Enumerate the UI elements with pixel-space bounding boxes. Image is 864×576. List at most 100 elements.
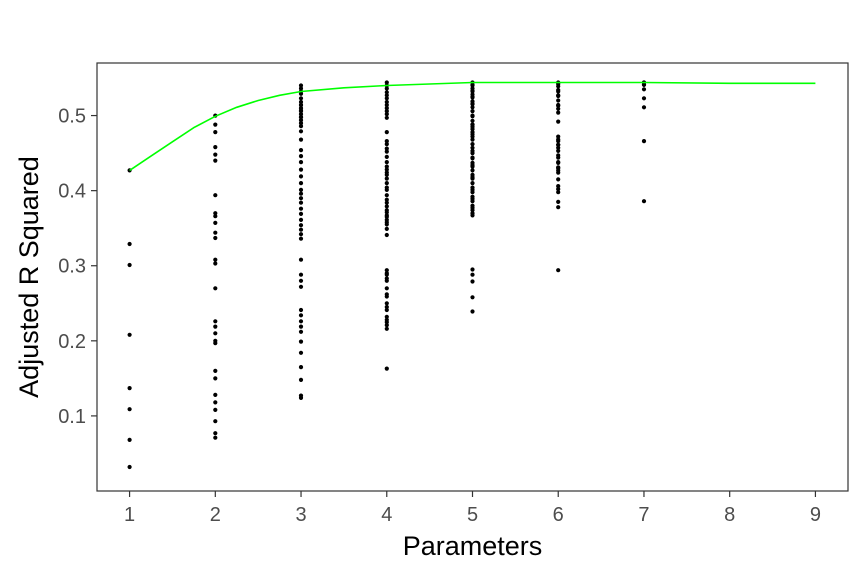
data-point xyxy=(470,196,475,201)
data-point xyxy=(384,217,389,222)
data-point xyxy=(556,148,561,153)
data-point xyxy=(213,211,218,216)
data-point xyxy=(213,230,218,235)
data-point xyxy=(298,91,304,96)
data-point xyxy=(641,199,647,204)
data-point xyxy=(641,96,647,101)
data-point xyxy=(127,386,132,391)
data-point xyxy=(470,181,475,186)
data-point xyxy=(384,181,389,186)
data-point xyxy=(213,392,218,397)
data-point xyxy=(298,319,304,324)
data-point xyxy=(384,304,389,310)
data-point xyxy=(213,214,218,219)
data-point xyxy=(641,105,647,110)
data-point xyxy=(470,86,475,91)
data-point xyxy=(298,365,304,370)
data-point xyxy=(470,145,475,150)
data-point xyxy=(556,98,561,103)
data-point xyxy=(213,152,218,157)
data-point xyxy=(384,154,389,159)
data-point xyxy=(470,205,475,210)
data-point xyxy=(470,272,475,277)
data-point xyxy=(470,92,475,97)
data-point xyxy=(298,154,304,159)
y-tick-label: 0.3 xyxy=(58,256,86,278)
data-point xyxy=(213,331,218,336)
data-point xyxy=(298,211,304,216)
y-tick-label: 0.1 xyxy=(58,406,86,428)
data-point xyxy=(384,106,389,111)
data-point xyxy=(384,226,389,231)
data-point xyxy=(298,223,304,228)
data-point xyxy=(213,158,218,163)
data-point xyxy=(298,181,304,186)
data-point xyxy=(127,262,132,268)
data-point xyxy=(298,99,304,105)
data-point xyxy=(298,313,304,318)
data-point xyxy=(470,142,475,147)
data-point xyxy=(298,350,304,355)
x-tick-label: 6 xyxy=(553,504,564,526)
data-point xyxy=(384,222,389,227)
data-point xyxy=(298,129,304,134)
data-point xyxy=(298,109,304,114)
data-point xyxy=(384,232,389,238)
data-point xyxy=(384,176,389,181)
data-point xyxy=(556,84,561,89)
data-point xyxy=(384,146,389,151)
data-point xyxy=(470,267,475,272)
data-point xyxy=(298,124,304,129)
data-point xyxy=(213,419,218,424)
data-point xyxy=(470,130,475,135)
data-point xyxy=(470,148,475,153)
data-point xyxy=(213,220,218,225)
data-point xyxy=(470,109,475,114)
data-point xyxy=(127,464,132,470)
data-point xyxy=(213,145,218,150)
data-point xyxy=(213,130,218,135)
data-point xyxy=(298,329,304,334)
data-point xyxy=(298,191,304,196)
data-point xyxy=(556,199,561,204)
data-point xyxy=(470,99,475,104)
data-point xyxy=(298,83,304,88)
data-point xyxy=(384,314,389,319)
data-point xyxy=(384,142,389,147)
data-point xyxy=(384,109,389,114)
data-point xyxy=(384,204,389,209)
data-point xyxy=(470,83,475,88)
data-point xyxy=(384,197,389,202)
data-point xyxy=(384,86,389,91)
data-point xyxy=(384,268,389,273)
data-point xyxy=(213,376,218,381)
data-point xyxy=(470,168,475,173)
data-point xyxy=(384,200,389,205)
data-point xyxy=(298,137,304,142)
data-point xyxy=(556,93,561,98)
data-point xyxy=(298,377,304,382)
data-point xyxy=(556,145,561,150)
data-point xyxy=(298,160,304,165)
data-point xyxy=(470,309,475,314)
data-point xyxy=(213,235,218,241)
data-point xyxy=(470,105,475,110)
data-point xyxy=(298,217,304,222)
data-point xyxy=(213,193,218,198)
data-point xyxy=(213,431,218,436)
data-point xyxy=(298,115,304,120)
data-point xyxy=(556,102,561,108)
data-point xyxy=(470,137,475,142)
data-point xyxy=(298,272,304,277)
data-point xyxy=(384,276,389,281)
y-tick-label: 0.5 xyxy=(58,106,86,128)
x-tick-label: 8 xyxy=(724,504,735,526)
data-point xyxy=(298,257,304,262)
data-point xyxy=(384,326,389,331)
data-point xyxy=(298,200,304,205)
data-point xyxy=(470,295,475,300)
data-point xyxy=(556,187,561,192)
data-point xyxy=(127,407,132,412)
data-point xyxy=(556,268,561,273)
